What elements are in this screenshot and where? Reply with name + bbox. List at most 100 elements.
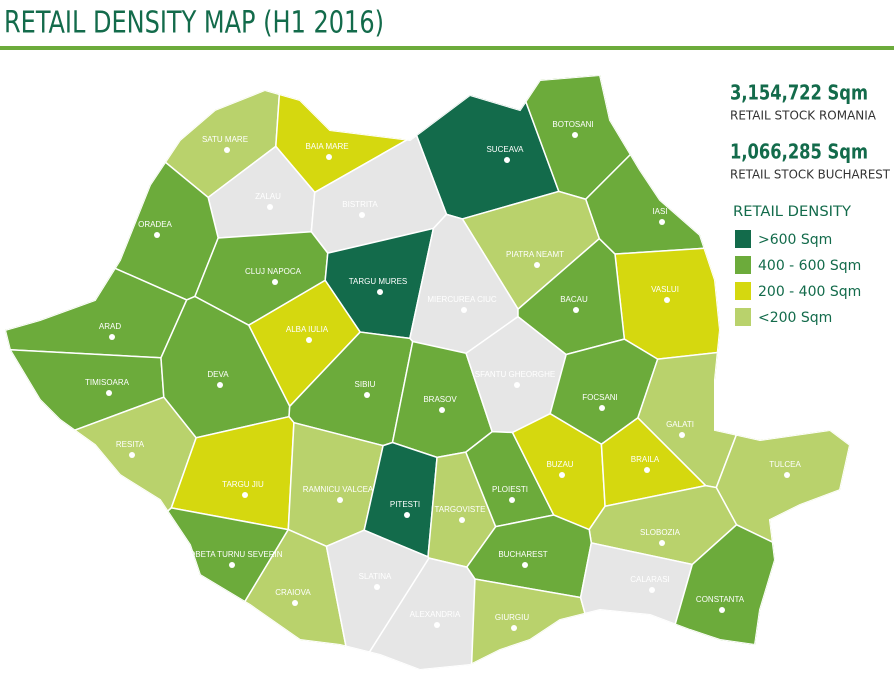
county-label: BUZAU [546,460,573,469]
legend-swatch [735,230,751,248]
legend-label: <200 Sqm [758,310,832,326]
county-label: IASI [652,207,667,216]
city-dot [459,517,465,523]
county-label: BAIA MARE [305,142,348,151]
county-label: BOTOSANI [552,120,593,129]
county-label: CLUJ NAPOCA [245,267,302,276]
city-dot [534,262,540,268]
county-label: DEVA [207,370,229,379]
county-label: SIBIU [355,380,376,389]
city-dot [644,467,650,473]
county-label: VASLUI [651,285,679,294]
city-dot [522,562,528,568]
city-dot [224,147,230,153]
county-label: TARGU JIU [222,480,264,489]
city-dot [659,540,665,546]
county-label: MIERCUREA CIUC [427,295,497,304]
county-label: CONSTANTA [696,595,745,604]
stat-label: RETAIL STOCK ROMANIA [730,109,877,123]
city-dot [504,157,510,163]
county [5,396,197,666]
city-dot [359,212,365,218]
city-dot [439,407,445,413]
legend: >600 Sqm 400 - 600 Sqm 200 - 400 Sqm <200 S… [735,230,861,326]
city-dot [364,392,370,398]
county-label: ALBA IULIA [286,325,329,334]
county-label: ORADEA [138,220,172,229]
county-label: TARGOVISTE [435,505,486,514]
city-dot [514,382,520,388]
county-label: ZALAU [255,192,281,201]
county-label: RESITA [116,440,145,449]
county-label: PITESTI [390,500,420,509]
stat-value: 3,154,722 Sqm [730,81,868,105]
county-label: TIMISOARA [85,378,130,387]
city-dot [719,607,725,613]
county-label: GIURGIU [495,613,529,622]
county [5,507,290,670]
county-label: DROBETA TURNU SEVERIN [177,550,282,559]
city-dot [374,584,380,590]
city-dot [109,334,115,340]
city-dot [649,587,655,593]
legend-title: RETAIL DENSITY [733,204,851,220]
city-dot [377,289,383,295]
county [5,75,219,301]
county-label: BACAU [560,295,588,304]
county [579,542,694,670]
county-labels: SATU MARE BAIA MARE SUCEAVA BOTOSANI ZALAU BI… [85,120,801,631]
legend-label: 400 - 600 Sqm [758,258,861,274]
county-label: PLOIESTI [492,485,528,494]
stat-label: RETAIL STOCK BUCHAREST [730,168,891,182]
city-dot [599,405,605,411]
city-dot [337,497,343,503]
city-dot [292,600,298,606]
county-label: SFANTU GHEORGHE [475,370,555,379]
city-dot [306,337,312,343]
city-dot [509,497,515,503]
legend-swatch [735,308,751,326]
city-dot [434,622,440,628]
city-dot [267,204,273,210]
county-label: TULCEA [769,460,801,469]
city-dot [272,279,278,285]
city-dot [242,492,248,498]
city-dot [326,154,332,160]
city-dot [461,307,467,313]
stat-value: 1,066,285 Sqm [730,140,868,164]
title-rule [0,46,894,50]
county-label: CRAIOVA [275,588,311,597]
legend-label: 200 - 400 Sqm [758,284,861,300]
city-dot [154,232,160,238]
county-label: ALEXANDRIA [410,610,461,619]
city-dot [664,297,670,303]
county-label: FOCSANI [582,393,618,402]
county-label: SUCEAVA [486,145,524,154]
legend-swatch [735,256,751,274]
county-label: PIATRA NEAMT [506,250,564,259]
county-label: BISTRITA [342,200,378,209]
city-dot [229,562,235,568]
city-dot [217,382,223,388]
city-dot [129,452,135,458]
county-label: SLOBOZIA [640,528,681,537]
county-label: BRAILA [631,455,660,464]
title: RETAIL DENSITY MAP (H1 2016) [4,6,384,41]
legend-label: >600 Sqm [758,232,832,248]
city-dot [404,512,410,518]
city-dot [679,432,685,438]
city-dot [784,472,790,478]
city-dot [559,472,565,478]
county-label: ARAD [99,322,121,331]
county-label: SLATINA [359,572,392,581]
county-label: TARGU MURES [349,277,408,286]
county-label: GALATI [666,420,694,429]
city-dot [511,625,517,631]
legend-swatch [735,282,751,300]
city-dot [106,390,112,396]
county-label: RAMNICU VALCEA [303,485,374,494]
county-label: BRASOV [423,395,457,404]
county-label: CALARASI [630,575,670,584]
